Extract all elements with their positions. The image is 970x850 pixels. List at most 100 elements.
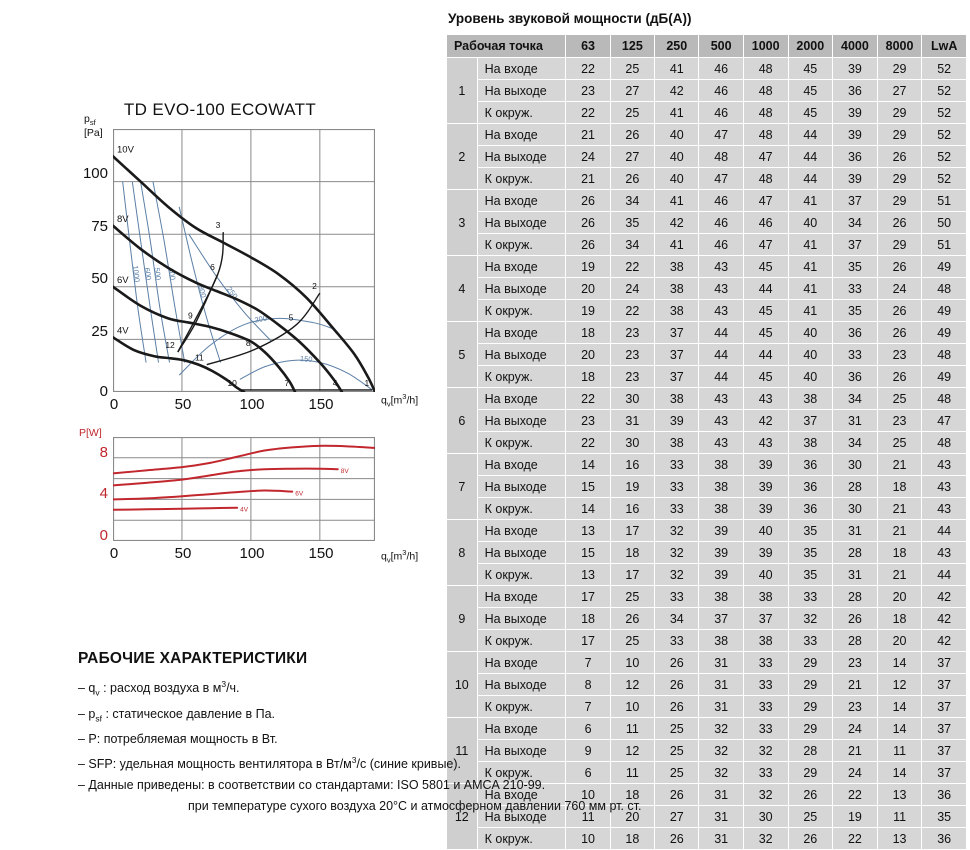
measurement-position-cell: На входе	[477, 322, 566, 343]
noise-value-cell: 26	[833, 608, 877, 629]
noise-value-cell: 31	[699, 696, 743, 717]
noise-value-cell: 32	[655, 564, 699, 585]
noise-value-cell: 21	[566, 168, 610, 189]
table-row: К окруж. 6 11 25 32 33 29 24 14 37	[447, 762, 966, 783]
lwa-value-cell: 51	[922, 234, 966, 255]
noise-value-cell: 35	[833, 256, 877, 277]
noise-value-cell: 39	[699, 520, 743, 541]
svg-text:6V: 6V	[117, 275, 129, 286]
operating-point-cell: 10	[447, 652, 477, 717]
svg-text:10V: 10V	[117, 144, 135, 155]
header-freq-2000: 2000	[788, 35, 833, 57]
table-row: 8 На входе 13 17 32 39 40 35 31 21 44	[447, 520, 966, 585]
lwa-value-cell: 42	[922, 608, 966, 629]
lwa-value-cell: 43	[922, 498, 966, 519]
noise-value-cell: 41	[655, 58, 699, 79]
noise-value-cell: 15	[566, 476, 610, 497]
xtick-150: 150	[308, 396, 334, 413]
flow-axis-caption-bottom: qv[m3/h]	[381, 548, 419, 565]
noise-value-cell: 22	[610, 256, 655, 277]
noise-value-cell: 38	[743, 586, 788, 607]
noise-value-cell: 26	[877, 322, 922, 343]
table-row: 10 На входе 7 10 26 31 33 29 23 14 37	[447, 652, 966, 717]
table-row: На выходе 20 23 37 44 44 40 33 23 48	[447, 344, 966, 365]
noise-value-cell: 43	[743, 432, 788, 453]
noise-value-cell: 39	[699, 542, 743, 563]
noise-value-cell: 47	[743, 234, 788, 255]
noise-value-cell: 47	[743, 190, 788, 211]
table-row: К окруж. 22 30 38 43 43 38 34 25 48	[447, 432, 966, 453]
noise-value-cell: 10	[610, 696, 655, 717]
svg-text:200: 200	[254, 313, 268, 324]
table-row: К окруж. 13 17 32 39 40 35 31 21 44	[447, 564, 966, 585]
noise-value-cell: 37	[788, 410, 833, 431]
svg-text:4V: 4V	[240, 507, 249, 514]
noise-value-cell: 40	[655, 124, 699, 145]
noise-value-cell: 40	[788, 212, 833, 233]
noise-value-cell: 39	[833, 102, 877, 123]
measurement-position-cell: На выходе	[477, 608, 566, 629]
noise-value-cell: 23	[833, 696, 877, 717]
lwa-value-cell: 52	[922, 124, 966, 145]
noise-value-cell: 8	[566, 674, 610, 695]
noise-value-cell: 23	[566, 410, 610, 431]
ytick-75: 75	[91, 218, 108, 235]
lwa-value-cell: 37	[922, 696, 966, 717]
noise-value-cell: 41	[788, 234, 833, 255]
noise-value-cell: 10	[566, 828, 610, 849]
noise-value-cell: 30	[833, 454, 877, 475]
noise-value-cell: 33	[743, 696, 788, 717]
flow-axis-caption-top: qv[m3/h]	[381, 392, 419, 409]
noise-value-cell: 47	[699, 168, 743, 189]
noise-value-cell: 37	[743, 608, 788, 629]
noise-value-cell: 38	[699, 630, 743, 651]
noise-value-cell: 30	[833, 498, 877, 519]
svg-text:1000: 1000	[131, 265, 142, 283]
noise-value-cell: 22	[566, 388, 610, 409]
noise-value-cell: 43	[699, 410, 743, 431]
measurement-position-cell: На выходе	[477, 740, 566, 761]
measurement-position-cell: На выходе	[477, 80, 566, 101]
noise-value-cell: 32	[655, 520, 699, 541]
table-row: На выходе 9 12 25 32 32 28 21 11 37	[447, 740, 966, 761]
noise-value-cell: 12	[610, 674, 655, 695]
noise-value-cell: 24	[833, 762, 877, 783]
noise-value-cell: 26	[877, 300, 922, 321]
table-row: На выходе 8 12 26 31 33 29 21 12 37	[447, 674, 966, 695]
power-axis-caption: P[W]	[79, 427, 102, 439]
lwa-value-cell: 48	[922, 278, 966, 299]
measurement-position-cell: К окруж.	[477, 762, 566, 783]
noise-value-cell: 26	[788, 784, 833, 805]
noise-value-cell: 20	[566, 278, 610, 299]
noise-value-cell: 26	[610, 168, 655, 189]
table-row: 3 На входе 26 34 41 46 47 41 37 29 51	[447, 190, 966, 255]
noise-value-cell: 29	[877, 124, 922, 145]
table-row: На выходе 23 31 39 43 42 37 31 23 47	[447, 410, 966, 431]
lwa-value-cell: 49	[922, 300, 966, 321]
noise-value-cell: 6	[566, 762, 610, 783]
noise-value-cell: 23	[610, 322, 655, 343]
measurement-position-cell: На входе	[477, 388, 566, 409]
noise-value-cell: 48	[743, 58, 788, 79]
noise-value-cell: 29	[788, 652, 833, 673]
noise-value-cell: 13	[566, 520, 610, 541]
noise-value-cell: 32	[743, 740, 788, 761]
ytick-50: 50	[91, 270, 108, 287]
noise-value-cell: 48	[743, 102, 788, 123]
noise-value-cell: 39	[833, 124, 877, 145]
table-row: К окруж. 21 26 40 47 48 44 39 29 52	[447, 168, 966, 189]
lwa-value-cell: 49	[922, 256, 966, 277]
noise-value-cell: 26	[655, 696, 699, 717]
noise-value-cell: 33	[833, 278, 877, 299]
measurement-position-cell: На выходе	[477, 542, 566, 563]
table-row: 9 На входе 17 25 33 38 38 33 28 20 42	[447, 586, 966, 651]
noise-value-cell: 34	[655, 608, 699, 629]
header-operating-point: Рабочая точка	[447, 35, 566, 57]
table-row: 7 На входе 14 16 33 38 39 36 30 21 43	[447, 454, 966, 519]
noise-value-cell: 36	[833, 366, 877, 387]
noise-value-cell: 14	[566, 454, 610, 475]
noise-value-cell: 19	[566, 256, 610, 277]
svg-text:12: 12	[165, 340, 175, 350]
lwa-value-cell: 48	[922, 432, 966, 453]
noise-value-cell: 37	[833, 190, 877, 211]
